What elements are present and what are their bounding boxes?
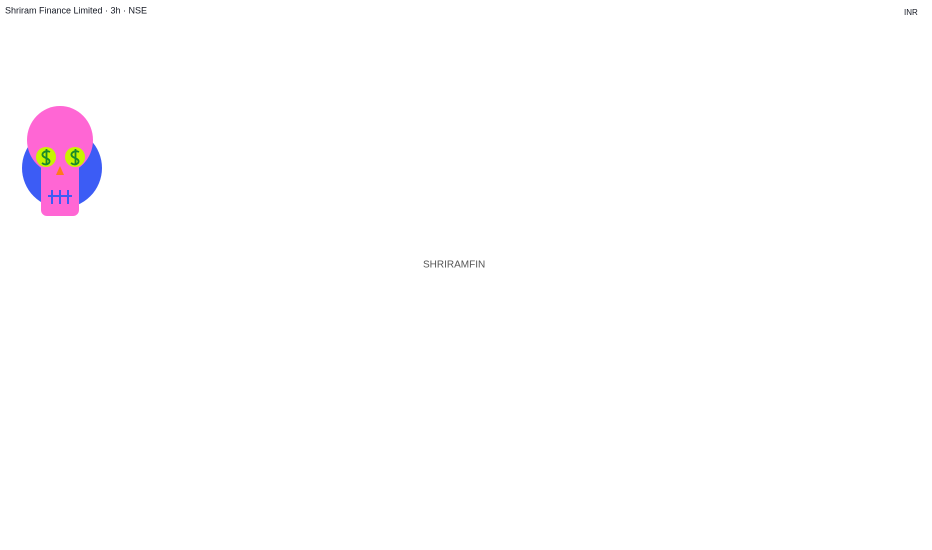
chart-title: Shriram Finance Limited · 3h · NSE [5,5,147,15]
currency: INR [904,8,918,17]
skull-icon [22,106,102,216]
watermark: SHRIRAMFIN [423,260,485,271]
